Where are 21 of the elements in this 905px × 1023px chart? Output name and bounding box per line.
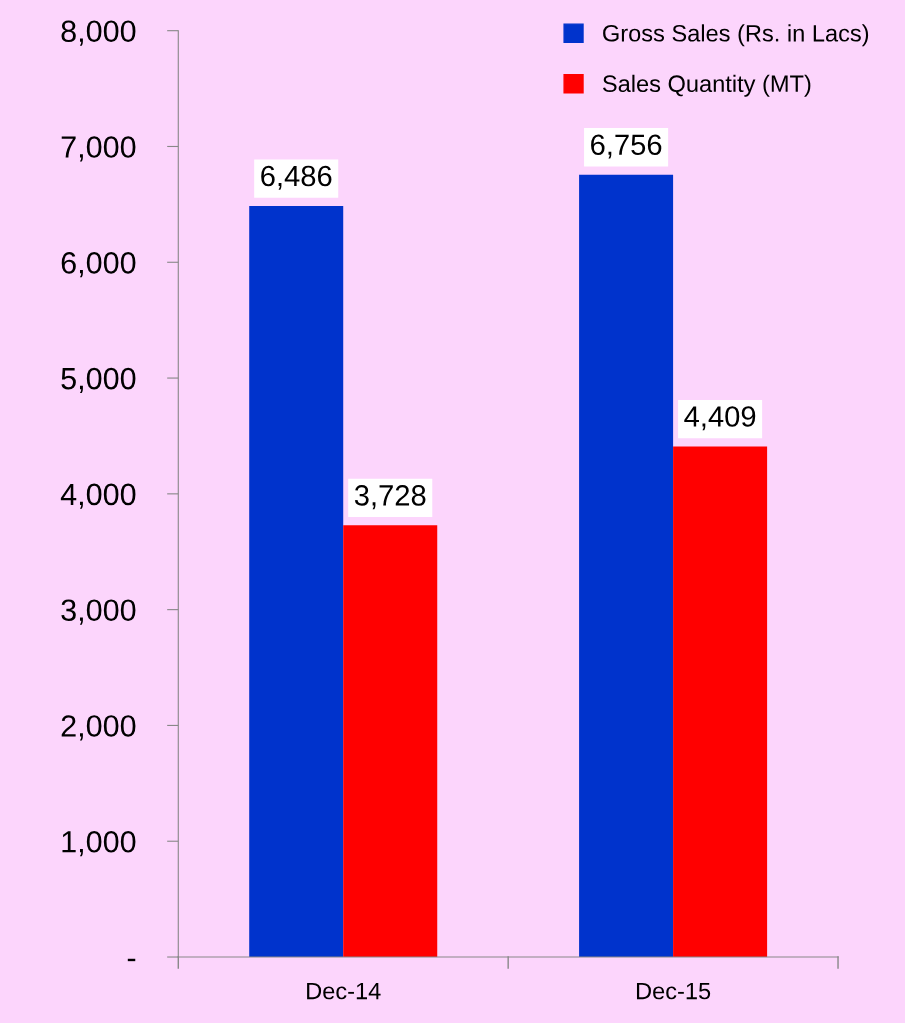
y-tick-label: 4,000: [60, 483, 136, 509]
bar: [249, 206, 344, 958]
legend-label: Gross Sales (Rs. in Lacs): [603, 24, 869, 47]
bar: [343, 525, 438, 958]
text: 6,486: [261, 165, 332, 190]
y-tick-label: 5,000: [61, 367, 136, 394]
x-tick-label: Dec-14: [307, 982, 381, 1000]
x-tick-label: Dec-15: [636, 982, 711, 1000]
text: 6,756: [591, 134, 662, 159]
y-tick-label: -: [127, 958, 136, 962]
y-tick-label: 3,000: [61, 599, 136, 625]
text: 4,409: [684, 406, 756, 431]
y-tick-label: 2,000: [61, 715, 136, 741]
y-tick-label: 7,000: [61, 136, 136, 162]
bar: [579, 174, 674, 958]
text: 3,728: [354, 485, 426, 510]
y-tick-label: 1,000: [62, 830, 136, 857]
legend-label: Sales Quantity (MT): [602, 74, 811, 97]
y-tick-label: 8,000: [61, 20, 136, 46]
y-tick-label: 6,000: [61, 252, 136, 278]
bar: [673, 446, 768, 958]
